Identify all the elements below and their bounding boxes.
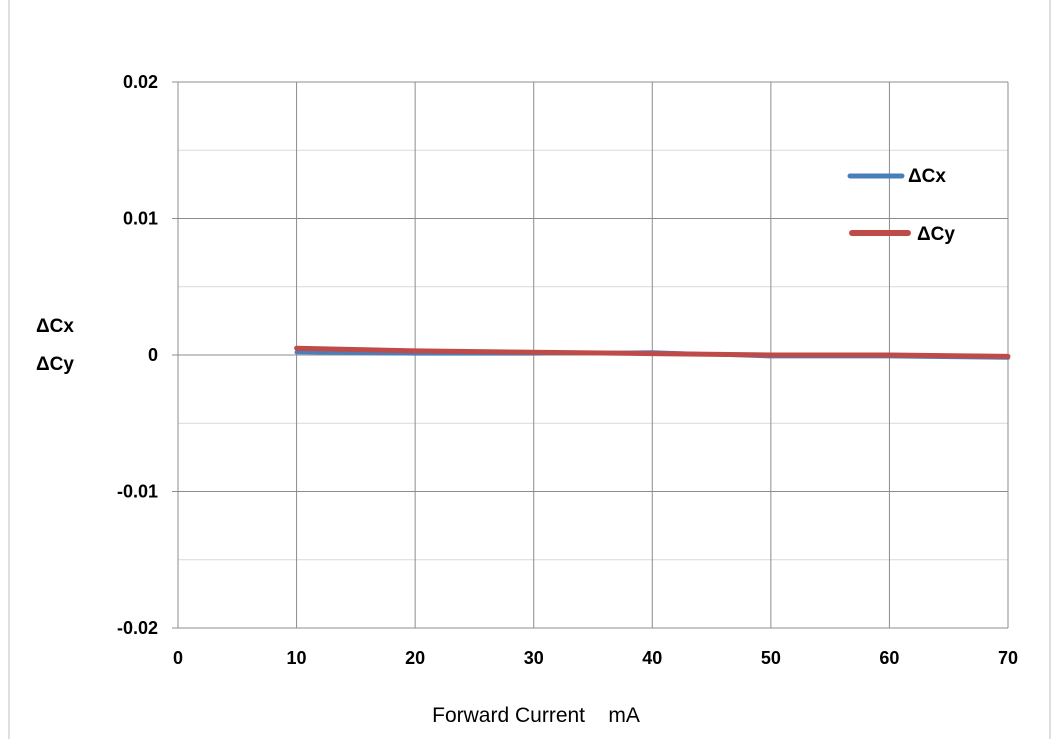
x-tick-label: 30	[524, 648, 544, 668]
legend: ΔCx ΔCy	[847, 166, 955, 245]
x-tick-labels: 0 10 20 30 40 50 60 70	[173, 648, 1018, 668]
legend-label-cx: ΔCx	[908, 166, 946, 187]
series-line-cy	[294, 345, 1011, 359]
x-axis-title: Forward Current mA	[432, 704, 640, 727]
y-axis-title-line-1: ΔCx	[36, 316, 74, 337]
legend-label-cy: ΔCy	[917, 224, 955, 245]
x-tick-label: 20	[405, 648, 425, 668]
x-tick-label: 40	[642, 648, 662, 668]
x-tick-label: 70	[998, 648, 1018, 668]
y-tick-label: 0.01	[123, 209, 158, 229]
y-tick-label: -0.01	[117, 482, 158, 502]
y-axis-title-line-2: ΔCy	[36, 354, 74, 375]
x-tick-label: 50	[761, 648, 781, 668]
y-tick-label: 0.02	[123, 72, 158, 92]
x-tick-label: 10	[287, 648, 307, 668]
y-tick-labels: 0.02 0.01 0 -0.01 -0.02	[117, 72, 158, 638]
x-tick-label: 0	[173, 648, 183, 668]
x-tick-label: 60	[879, 648, 899, 668]
y-tick-label: -0.02	[117, 618, 158, 638]
y-tick-label: 0	[148, 345, 158, 365]
series-lines	[294, 345, 1011, 360]
